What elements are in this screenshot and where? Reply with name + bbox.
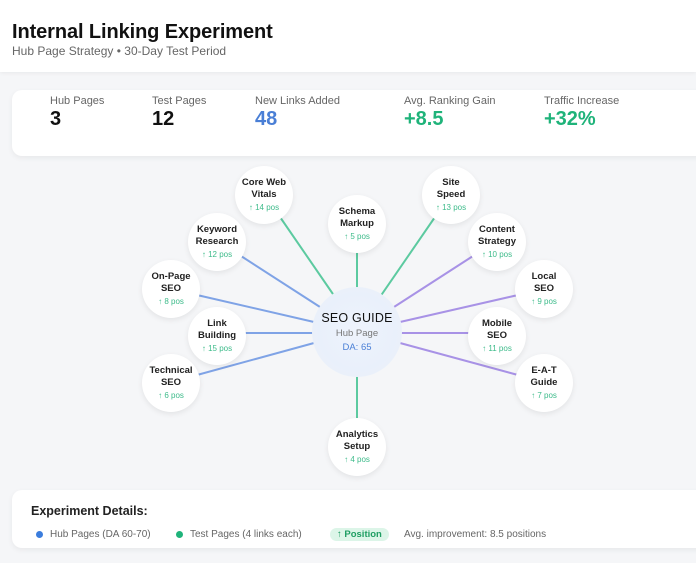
- node-name-line1: Analytics: [335, 429, 379, 440]
- node-gain: ↑ 9 pos: [531, 297, 557, 306]
- link-line-on-page-seo: [196, 294, 315, 323]
- stat-label: Avg. Ranking Gain: [404, 95, 496, 107]
- node-name-line1: Local: [531, 271, 557, 282]
- node-local-seo[interactable]: Local SEO ↑ 9 pos: [515, 260, 573, 318]
- hub-spoke-diagram: SEO GUIDE Hub Page DA: 65 Core Web Vital…: [0, 160, 696, 485]
- stat-value: 48: [255, 108, 278, 130]
- node-name-line1: Content: [479, 224, 515, 235]
- node-name-line2: Building: [198, 330, 236, 341]
- legend-label: Test Pages (4 links each): [190, 529, 302, 540]
- node-gain: ↑ 6 pos: [158, 391, 184, 400]
- node-gain: ↑ 4 pos: [344, 455, 370, 464]
- node-gain: ↑ 7 pos: [531, 391, 557, 400]
- stat-value: +8.5: [404, 108, 444, 130]
- link-line-keyword-research: [240, 255, 321, 308]
- node-name-line1: Keyword: [196, 224, 238, 235]
- page-header: Internal Linking Experiment Hub Page Str…: [0, 0, 696, 72]
- legend-label: Hub Pages (DA 60-70): [50, 529, 151, 540]
- link-line-eat-guide: [399, 342, 519, 376]
- node-schema-markup[interactable]: Schema Markup ↑ 5 pos: [328, 195, 386, 253]
- node-name-line1: E-A-T: [531, 365, 557, 376]
- node-on-page-seo[interactable]: On-Page SEO ↑ 8 pos: [142, 260, 200, 318]
- hub-node-seo-guide[interactable]: SEO GUIDE Hub Page DA: 65: [312, 287, 402, 377]
- blue-dot-icon: [36, 531, 43, 538]
- avg-improvement-text: Avg. improvement: 8.5 positions: [404, 529, 547, 540]
- node-name-line1: Core Web: [241, 177, 287, 188]
- page-title: Internal Linking Experiment: [12, 21, 273, 43]
- node-keyword-research[interactable]: Keyword Research ↑ 12 pos: [188, 213, 246, 271]
- link-line-core-web-vitals: [279, 216, 336, 298]
- stat-traffic-increase: Traffic Increase +32%: [544, 95, 619, 130]
- stat-label: Traffic Increase: [544, 95, 620, 107]
- stat-label: Hub Pages: [50, 95, 105, 107]
- hub-subtitle: Hub Page: [335, 327, 379, 339]
- node-name-line1: Site: [442, 177, 460, 188]
- node-gain: ↑ 5 pos: [344, 232, 370, 241]
- node-name-line2: Markup: [340, 218, 374, 229]
- node-gain: ↑ 11 pos: [482, 344, 512, 353]
- node-site-speed[interactable]: Site Speed ↑ 13 pos: [422, 166, 480, 224]
- link-lines: [196, 216, 519, 419]
- node-name-line1: Mobile: [481, 318, 513, 329]
- link-line-technical-seo: [196, 342, 315, 376]
- node-link-building[interactable]: Link Building ↑ 15 pos: [188, 307, 246, 365]
- stat-value: 12: [152, 108, 175, 130]
- node-core-web-vitals[interactable]: Core Web Vitals ↑ 14 pos: [235, 166, 293, 224]
- node-gain: ↑ 15 pos: [201, 344, 233, 353]
- legend-hub-pages: Hub Pages (DA 60-70): [36, 529, 151, 540]
- stat-value: +32%: [544, 108, 596, 130]
- node-name-line2: Vitals: [251, 189, 277, 200]
- link-line-local-seo: [399, 294, 519, 323]
- node-gain: ↑ 8 pos: [158, 297, 184, 306]
- node-name-line2: Setup: [343, 441, 371, 452]
- position-badge: ↑ Position: [330, 528, 389, 541]
- node-technical-seo[interactable]: Technical SEO ↑ 6 pos: [142, 354, 200, 412]
- link-line-content-strategy: [393, 255, 474, 308]
- experiment-details-card: Experiment Details: Hub Pages (DA 60-70)…: [12, 490, 696, 548]
- node-name-line2: SEO: [486, 330, 508, 341]
- stat-ranking-gain: Avg. Ranking Gain +8.5: [404, 95, 496, 130]
- stat-label: Test Pages: [152, 95, 207, 107]
- node-name-line2: Research: [195, 236, 239, 247]
- details-title: Experiment Details:: [31, 504, 148, 518]
- stat-hub-pages: Hub Pages 3: [50, 95, 104, 130]
- hub-domain-authority: DA: 65: [342, 341, 372, 353]
- node-name-line1: Technical: [149, 365, 193, 376]
- node-name-line2: Strategy: [477, 236, 516, 247]
- stat-label: New Links Added: [255, 95, 340, 107]
- stats-card: Hub Pages 3 Test Pages 12 New Links Adde…: [12, 90, 696, 156]
- page-subtitle: Hub Page Strategy • 30-Day Test Period: [12, 44, 227, 58]
- node-mobile-seo[interactable]: Mobile SEO ↑ 11 pos: [468, 307, 526, 365]
- node-gain: ↑ 12 pos: [201, 250, 233, 259]
- hub-title: SEO GUIDE: [321, 310, 393, 325]
- node-gain: ↑ 10 pos: [481, 250, 513, 259]
- node-name-line2: Speed: [436, 189, 466, 200]
- node-name-line2: SEO: [160, 283, 182, 294]
- node-analytics-setup[interactable]: Analytics Setup ↑ 4 pos: [328, 418, 386, 476]
- node-name-line2: Guide: [530, 377, 558, 388]
- link-line-site-speed: [379, 216, 436, 298]
- node-name-line1: Schema: [338, 206, 376, 217]
- stat-value: 3: [50, 108, 62, 130]
- node-name-line1: Link: [207, 318, 227, 329]
- stat-new-links: New Links Added 48: [255, 95, 340, 130]
- node-name-line2: SEO: [533, 283, 555, 294]
- node-gain: ↑ 13 pos: [435, 203, 467, 212]
- stat-test-pages: Test Pages 12: [152, 95, 206, 130]
- node-gain: ↑ 14 pos: [248, 203, 280, 212]
- legend-test-pages: Test Pages (4 links each): [176, 529, 302, 540]
- node-content-strategy[interactable]: Content Strategy ↑ 10 pos: [468, 213, 526, 271]
- node-name-line1: On-Page: [151, 271, 191, 282]
- green-dot-icon: [176, 531, 183, 538]
- node-eat-guide[interactable]: E-A-T Guide ↑ 7 pos: [515, 354, 573, 412]
- node-name-line2: SEO: [160, 377, 182, 388]
